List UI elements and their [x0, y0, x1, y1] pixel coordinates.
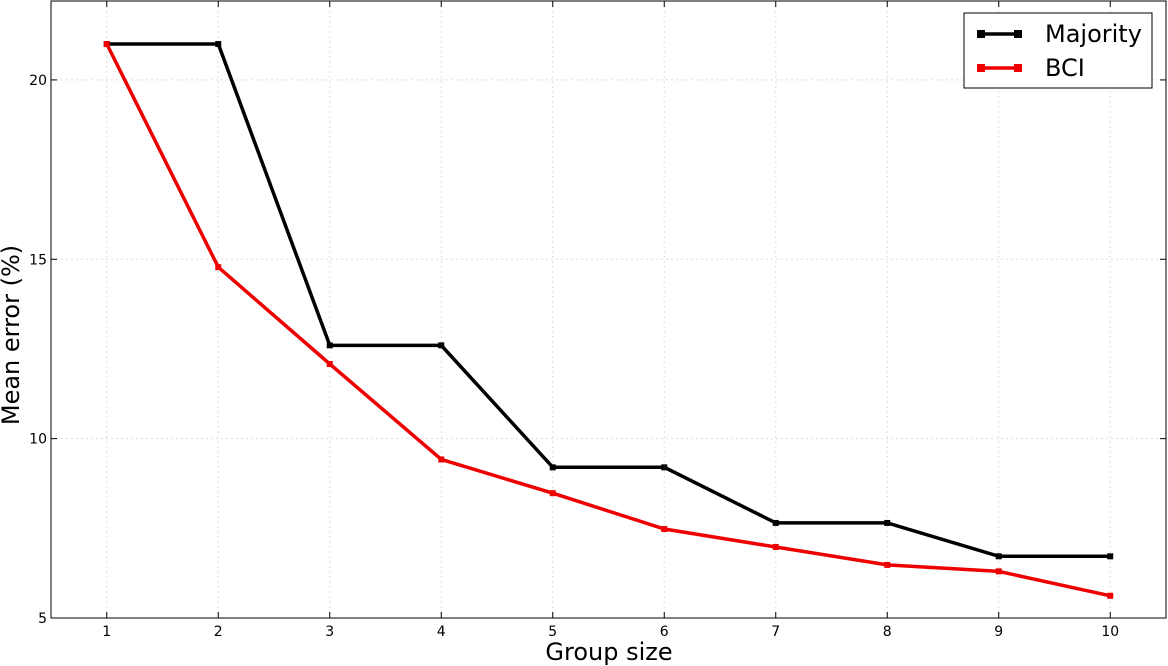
legend-swatch-marker: [1014, 64, 1022, 72]
legend-entry: BCI: [977, 54, 1085, 82]
data-point: [549, 490, 556, 497]
data-point: [215, 41, 222, 48]
x-tick-label: 6: [660, 624, 669, 640]
series-bci: [103, 41, 1114, 599]
legend-swatch-marker: [1014, 30, 1022, 38]
data-point: [1107, 553, 1114, 560]
x-tick-label: 3: [325, 624, 334, 640]
y-tick-label: 10: [29, 432, 47, 448]
x-axis-label: Group size: [545, 638, 672, 666]
x-tick-label: 7: [771, 624, 780, 640]
legend-box: [963, 12, 1153, 89]
axis-ticks: 1 2 3 4 5 6 7 8 9 10 5 10 15 20: [29, 1, 1166, 640]
data-point: [438, 456, 445, 463]
data-series: [103, 41, 1114, 599]
data-point: [661, 464, 668, 471]
data-point: [995, 568, 1002, 575]
series-line: [105, 43, 1111, 598]
x-tick-label: 4: [437, 624, 446, 640]
data-point: [772, 543, 779, 550]
x-tick-label: 9: [994, 624, 1003, 640]
data-point: [995, 553, 1002, 560]
data-point: [772, 519, 779, 526]
y-tick-label: 5: [38, 611, 47, 627]
x-tick-label: 5: [548, 624, 557, 640]
legend-label: Majority: [1045, 20, 1142, 48]
data-point: [438, 342, 445, 349]
x-tick-label: 8: [883, 624, 892, 640]
legend-swatch-marker: [977, 30, 985, 38]
data-point: [661, 526, 668, 533]
x-tick-label: 10: [1101, 624, 1119, 640]
data-point: [326, 342, 333, 349]
legend-swatch-marker: [977, 64, 985, 72]
y-tick-label: 15: [29, 252, 47, 268]
legend-entry: Majority: [977, 20, 1142, 48]
legend-label: BCI: [1045, 54, 1085, 82]
data-point: [103, 41, 110, 48]
plot-frame: [50, 0, 1167, 619]
legend: Majority BCI: [963, 12, 1153, 89]
data-point: [884, 519, 891, 526]
y-axis-label: Mean error (%): [0, 245, 25, 425]
grid-lines: [51, 1, 1166, 619]
data-point: [549, 464, 556, 471]
data-point: [326, 361, 333, 368]
x-tick-label: 2: [214, 624, 223, 640]
y-tick-label: 20: [29, 73, 47, 89]
data-point: [884, 561, 891, 568]
series-line: [106, 42, 1111, 559]
data-point: [215, 264, 222, 271]
x-tick-label: 1: [102, 624, 111, 640]
data-point: [1107, 592, 1114, 599]
